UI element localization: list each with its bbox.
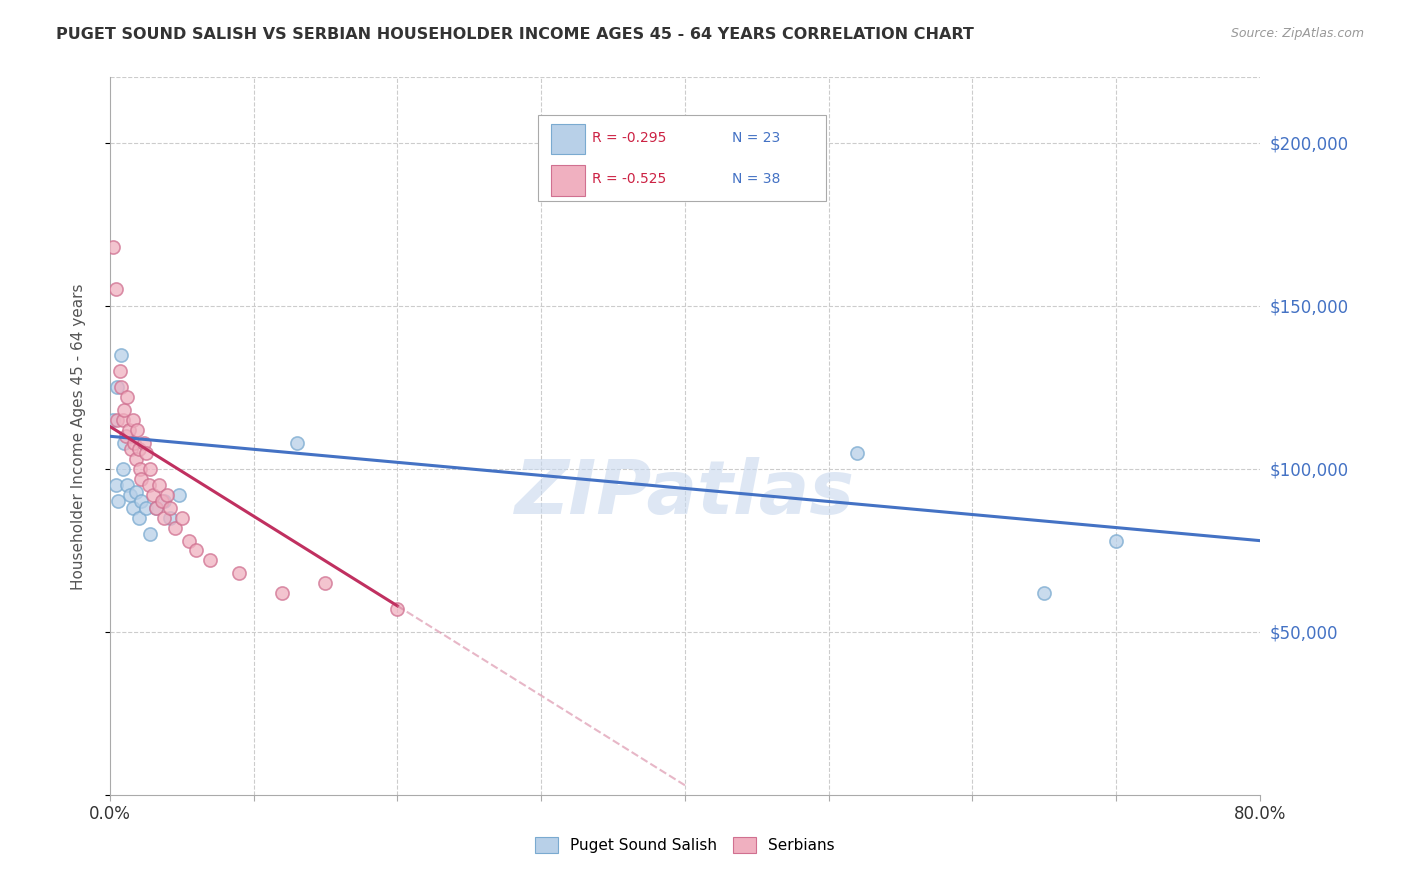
Point xyxy=(200,553,222,567)
Point xyxy=(115,390,138,404)
Legend: Puget Sound Salish, Serbians: Puget Sound Salish, Serbians xyxy=(529,831,841,859)
Text: N = 23: N = 23 xyxy=(733,130,780,145)
Point xyxy=(145,501,167,516)
Text: Source: ZipAtlas.com: Source: ZipAtlas.com xyxy=(1230,27,1364,40)
Point xyxy=(135,501,157,516)
Point xyxy=(104,478,127,492)
Point xyxy=(156,488,179,502)
Point xyxy=(110,348,132,362)
Point xyxy=(114,429,136,443)
Point xyxy=(177,533,200,548)
Point xyxy=(118,488,141,502)
Point xyxy=(128,510,150,524)
Point xyxy=(121,413,143,427)
Point xyxy=(1033,586,1056,600)
Text: R = -0.525: R = -0.525 xyxy=(592,172,666,186)
Point xyxy=(170,510,193,524)
Point xyxy=(108,364,131,378)
Point xyxy=(107,494,129,508)
Point xyxy=(142,488,165,502)
Point xyxy=(112,435,135,450)
Point xyxy=(846,445,869,459)
Text: ZIPatlas: ZIPatlas xyxy=(515,458,855,530)
Point xyxy=(163,520,186,534)
Point xyxy=(145,501,167,516)
Point xyxy=(111,413,134,427)
Point xyxy=(125,452,148,467)
Point xyxy=(135,445,157,459)
Text: N = 38: N = 38 xyxy=(733,172,780,186)
Text: R = -0.295: R = -0.295 xyxy=(592,130,666,145)
Point xyxy=(131,472,153,486)
Y-axis label: Householder Income Ages 45 - 64 years: Householder Income Ages 45 - 64 years xyxy=(72,283,86,590)
Point xyxy=(271,586,294,600)
Point xyxy=(139,462,162,476)
Point xyxy=(101,240,124,254)
Point xyxy=(167,488,190,502)
Point xyxy=(159,501,181,516)
Point xyxy=(153,494,176,508)
Point xyxy=(105,413,128,427)
Point xyxy=(387,602,409,616)
Point xyxy=(120,442,142,457)
Point xyxy=(159,510,181,524)
Point xyxy=(105,380,128,394)
Point xyxy=(110,380,132,394)
Point xyxy=(139,527,162,541)
Point xyxy=(285,435,308,450)
Point xyxy=(150,494,173,508)
Point xyxy=(184,543,207,558)
Point xyxy=(125,484,148,499)
Text: PUGET SOUND SALISH VS SERBIAN HOUSEHOLDER INCOME AGES 45 - 64 YEARS CORRELATION : PUGET SOUND SALISH VS SERBIAN HOUSEHOLDE… xyxy=(56,27,974,42)
Point xyxy=(148,478,170,492)
Point xyxy=(134,435,156,450)
Point xyxy=(128,442,150,457)
Point xyxy=(115,478,138,492)
Point xyxy=(101,413,124,427)
Point xyxy=(127,423,149,437)
Point xyxy=(129,462,152,476)
Point xyxy=(1105,533,1128,548)
Point xyxy=(117,423,139,437)
Point xyxy=(315,576,337,591)
Point xyxy=(112,403,135,417)
Point xyxy=(104,283,127,297)
Point xyxy=(121,501,143,516)
Point xyxy=(153,510,176,524)
Point xyxy=(131,494,153,508)
Point xyxy=(228,566,250,581)
Point xyxy=(124,435,146,450)
Point xyxy=(111,462,134,476)
Point xyxy=(138,478,160,492)
